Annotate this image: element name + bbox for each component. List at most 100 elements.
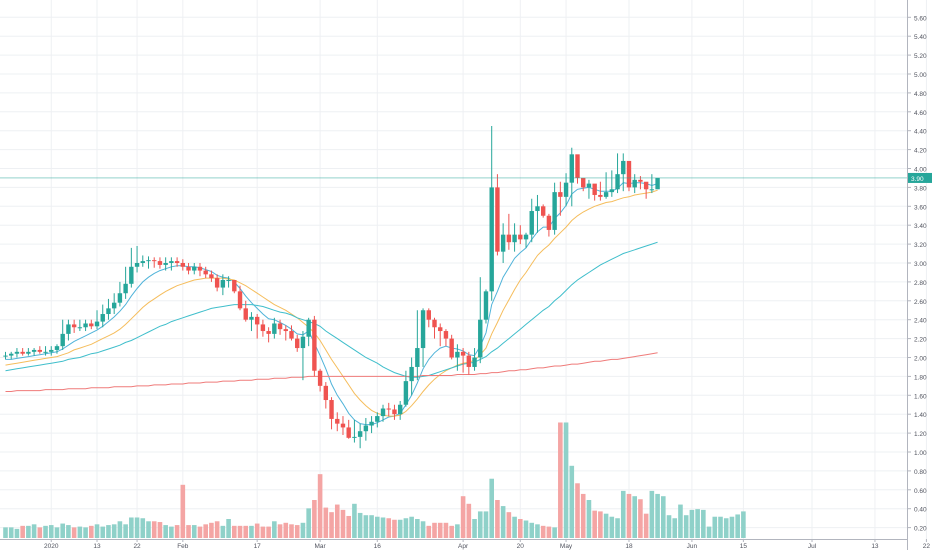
candle [209, 270, 214, 282]
volume-bar [317, 474, 323, 538]
volume-bar [157, 522, 163, 538]
volume-bar [580, 493, 586, 538]
candle [214, 274, 220, 292]
candle [89, 319, 94, 330]
volume-bar [432, 522, 437, 538]
candle-body [94, 321, 100, 327]
volume-bar [449, 525, 454, 538]
volume-bar [609, 516, 615, 538]
candle [174, 257, 180, 267]
candle-body [14, 351, 20, 354]
candle [432, 317, 437, 339]
volume-bar [586, 500, 592, 538]
volume-bar [666, 515, 672, 538]
candle [357, 423, 363, 449]
candle-body [443, 331, 449, 339]
volume-bar [3, 527, 8, 538]
volume-bar [683, 515, 689, 538]
candle-body [397, 404, 403, 415]
candle-body [621, 160, 626, 175]
volume-bar [243, 525, 249, 538]
moving-average-layer [5, 182, 658, 426]
candle [226, 276, 231, 288]
volume-bar [472, 519, 477, 538]
candle-body [43, 351, 48, 353]
volume-bar [31, 524, 37, 538]
volume-bar [100, 526, 106, 538]
y-tick-label: 3.00 [914, 261, 927, 268]
x-tick-label: Apr [458, 543, 469, 550]
volume-bar [191, 525, 197, 538]
volume-bar [518, 519, 523, 538]
y-tick-label: 3.60 [914, 204, 927, 211]
volume-bar [552, 527, 557, 538]
candle-body [455, 351, 460, 358]
volume-bar [483, 511, 489, 538]
volume-bar [415, 519, 420, 538]
candle [146, 256, 151, 269]
volume-bar [632, 496, 637, 538]
candle [649, 174, 655, 194]
candle [14, 348, 20, 358]
candle [655, 177, 660, 190]
volume-bar [260, 526, 266, 538]
y-tick-label: 0.60 [914, 488, 927, 495]
y-tick-label: 3.20 [914, 242, 927, 249]
y-tick-label: 2.80 [914, 280, 927, 287]
volume-bar [735, 514, 740, 538]
candle-body [203, 270, 208, 275]
volume-bar [678, 504, 683, 538]
volume-bar [392, 519, 397, 538]
candle-body [152, 260, 157, 262]
volume-bar [26, 525, 31, 538]
volume-bar [94, 524, 100, 538]
volume-bar [460, 496, 466, 538]
y-tick-label: 5.60 [914, 15, 927, 22]
candle [192, 263, 197, 275]
candle [420, 308, 426, 367]
candle-body [134, 263, 140, 267]
moving-average-line [5, 241, 658, 378]
candle-body [392, 409, 397, 415]
candle-body [489, 187, 494, 292]
candle-body [655, 177, 660, 190]
candle [603, 172, 609, 199]
volume-bar [277, 524, 283, 538]
candle [277, 319, 283, 335]
candle [186, 263, 191, 275]
volume-bar [209, 522, 214, 538]
candle-body [317, 370, 323, 386]
moving-average-line [5, 189, 658, 417]
candle [598, 181, 603, 201]
candle [535, 194, 540, 233]
volume-bar [106, 525, 111, 538]
candle [254, 314, 260, 339]
candle-body [586, 183, 592, 188]
volume-bar [220, 525, 226, 538]
candle-body [615, 174, 620, 190]
candle-body [89, 323, 94, 327]
candle-body [283, 329, 288, 332]
candle [272, 317, 277, 339]
candle-body [472, 357, 477, 367]
candle [237, 285, 243, 311]
candle-body [100, 314, 105, 322]
volume-bar [649, 490, 655, 538]
candle [317, 368, 323, 392]
candle-body [466, 355, 472, 367]
candle-body [169, 261, 174, 263]
x-tick-label: 20 [517, 543, 525, 550]
candle [352, 419, 357, 443]
volume-bar [54, 527, 60, 538]
candle [117, 281, 123, 307]
candle-body [449, 338, 454, 358]
candle-body [563, 182, 569, 197]
candle-body [289, 331, 294, 339]
volume-bar [403, 518, 409, 538]
volume-bar [60, 523, 65, 538]
candle [340, 416, 346, 435]
volume-bar [409, 516, 414, 538]
candle-body [49, 349, 54, 352]
candle [134, 245, 140, 273]
volume-bar [723, 518, 729, 538]
